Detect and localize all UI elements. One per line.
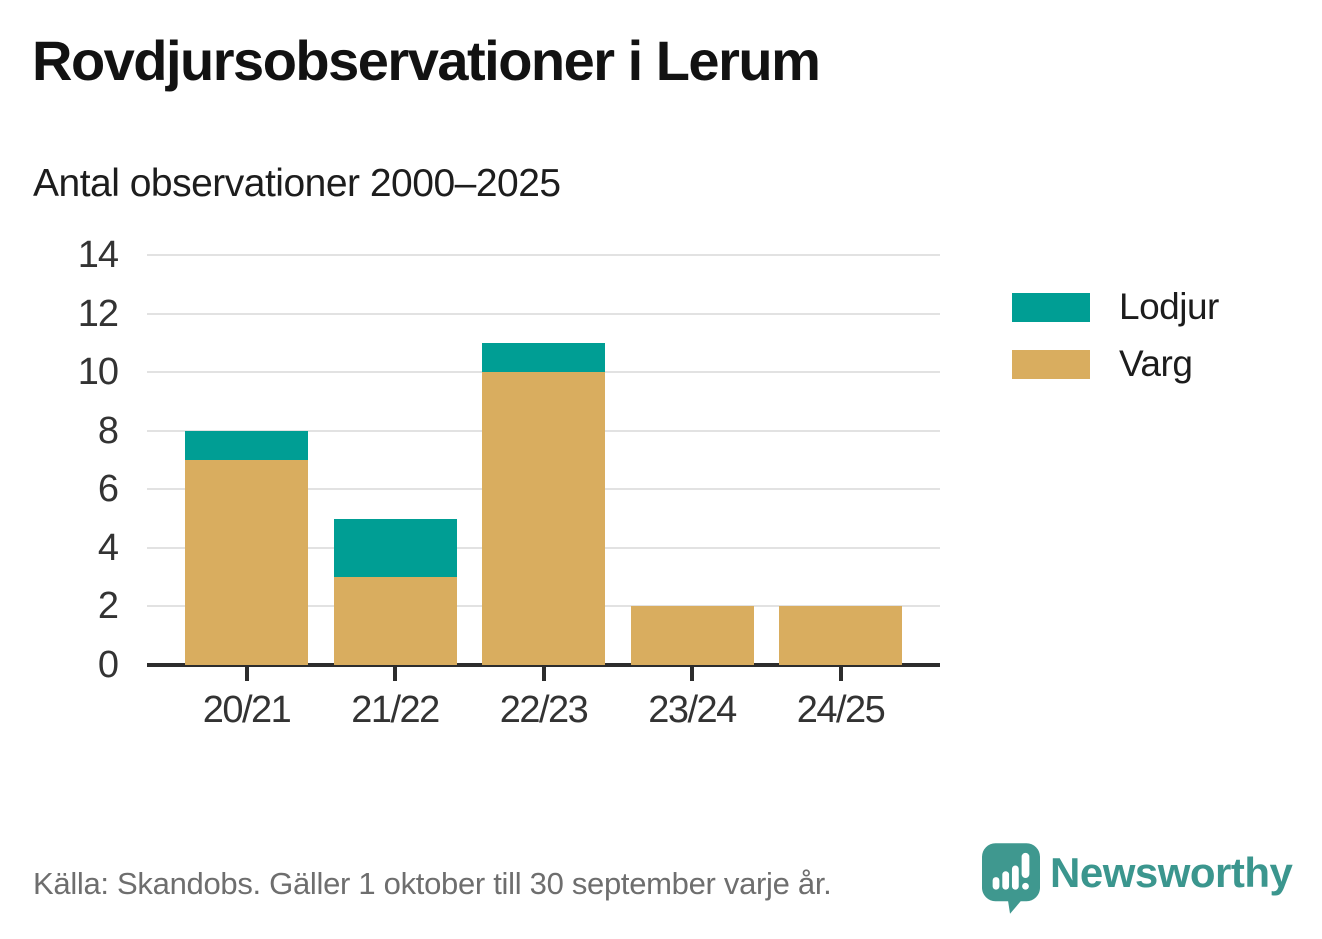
x-axis-tick <box>393 667 397 681</box>
brand-name: Newsworthy <box>1050 849 1293 896</box>
legend-item-lodjur: Lodjur <box>1012 286 1219 327</box>
legend-swatch <box>1012 349 1090 379</box>
gridline <box>147 254 940 256</box>
newsworthy-chart-bubble-icon <box>982 843 1040 914</box>
bar-23-24 <box>630 255 754 665</box>
bar-20-21 <box>185 255 308 665</box>
bar-21-22 <box>333 255 457 665</box>
legend-label: Varg <box>1119 343 1193 384</box>
legend-label: Lodjur <box>1119 286 1219 327</box>
x-axis-tick <box>690 667 694 681</box>
legend-swatch <box>1012 292 1090 322</box>
source-note: Källa: Skandobs. Gäller 1 oktober till 3… <box>33 866 832 901</box>
bar-segment-varg <box>779 606 902 665</box>
bar-segment-varg <box>185 460 308 665</box>
bar-24-25 <box>779 255 902 665</box>
bar-segment-lodjur <box>333 518 457 578</box>
y-tick-label: 8 <box>97 409 119 452</box>
y-tick-label: 14 <box>77 234 119 276</box>
x-axis-tick <box>541 667 546 681</box>
page-title: Rovdjursobservationer i Lerum <box>32 29 821 92</box>
y-tick-label: 12 <box>77 292 119 335</box>
x-axis-line <box>147 663 940 667</box>
bar-22-23 <box>482 255 605 665</box>
chart-subtitle: Antal observationer 2000–2025 <box>33 162 561 205</box>
gridline <box>147 312 940 315</box>
y-tick-label: 10 <box>77 351 119 394</box>
x-tick-label: 24/25 <box>796 689 886 731</box>
plot-area: 20/21 21/22 22/23 23/24 24/25 <box>147 254 940 731</box>
bar-segment-varg <box>482 372 605 665</box>
y-tick-label: 0 <box>97 644 119 686</box>
x-axis-tick <box>244 667 249 681</box>
legend: Lodjur Varg <box>1012 286 1219 406</box>
legend-item-varg: Varg <box>1012 343 1219 384</box>
y-axis-labels: 0 2 4 6 8 10 12 14 <box>8 234 119 686</box>
x-tick-label: 23/24 <box>648 689 737 731</box>
x-tick-label: 21/22 <box>351 689 440 731</box>
bar-segment-varg <box>630 606 754 665</box>
brand-logo: Newsworthy <box>982 843 1293 915</box>
y-tick-label: 2 <box>97 585 119 628</box>
bar-segment-varg <box>333 577 457 665</box>
bar-segment-lodjur <box>185 430 308 460</box>
bar-segment-lodjur <box>482 342 605 373</box>
x-tick-label: 22/23 <box>499 689 589 731</box>
y-tick-label: 4 <box>97 526 119 569</box>
y-tick-label: 6 <box>97 468 119 511</box>
x-axis-tick <box>838 667 843 681</box>
x-tick-label: 20/21 <box>202 689 292 731</box>
